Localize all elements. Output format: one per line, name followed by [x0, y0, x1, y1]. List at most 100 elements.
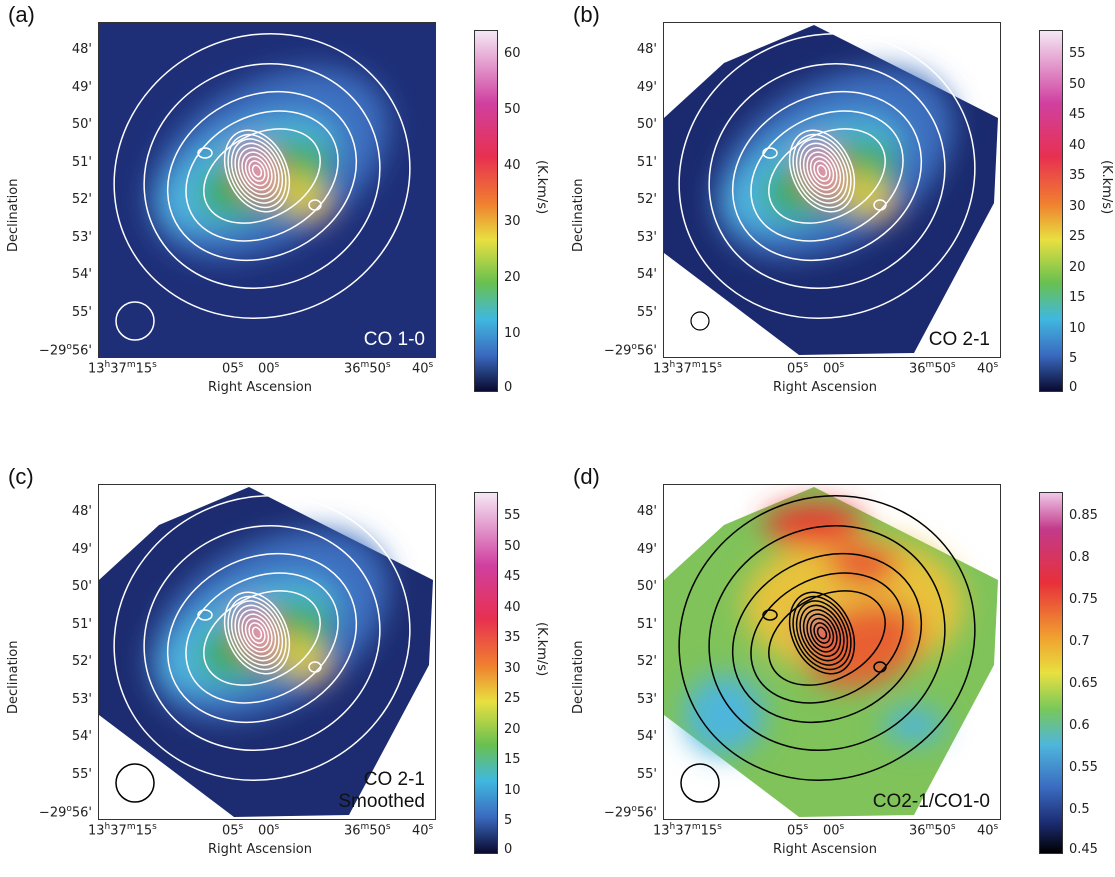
contour-line [799, 604, 845, 662]
contour-line [197, 147, 213, 159]
y-axis-label: Declination [6, 640, 21, 715]
ratio-blob [805, 602, 923, 688]
colorbar [1039, 492, 1063, 854]
colorbar-tick-label: 35 [504, 630, 521, 646]
contour-line [143, 62, 381, 290]
dec-tick-label: 49' [636, 541, 657, 557]
dec-tick-label: 55' [71, 766, 92, 782]
colorbar-tick-label: 20 [1069, 259, 1086, 275]
ra-tick-label: 13h37m15s [88, 360, 157, 377]
contour-line [308, 199, 322, 211]
contour-line [873, 661, 887, 673]
contour-line [241, 151, 273, 191]
colorbar-tick-label: 5 [1069, 351, 1078, 367]
contour-line [678, 494, 976, 782]
contour-line [241, 613, 273, 653]
colorbar [474, 30, 498, 392]
emission-blobs [684, 503, 964, 755]
colorbar-tick-label: 20 [504, 721, 521, 737]
colorbar-tick-label: 0 [504, 380, 513, 395]
dec-tick-label: 52' [71, 654, 92, 669]
dec-tick-label: 48' [71, 42, 92, 57]
ra-tick-label: 00s [823, 822, 845, 839]
contour-line [223, 591, 291, 675]
map-image [664, 23, 1000, 357]
ra-tick-label: 36m50s [909, 822, 956, 839]
contour-line [799, 142, 845, 200]
dec-tick-label: 48' [636, 42, 657, 57]
contour-line [143, 524, 381, 752]
contour-line [251, 164, 263, 178]
contour-overlay [678, 32, 976, 320]
contour-line [792, 595, 852, 671]
dec-tick-label: 54' [636, 729, 657, 744]
ra-tick-label: 00s [258, 360, 280, 377]
contour-line [813, 160, 831, 182]
contour-overlay [678, 494, 976, 782]
y-axis-label: Declination [571, 640, 586, 715]
colorbar-tick-label: 50 [504, 102, 521, 117]
dec-tick-label: −29o56' [603, 342, 657, 359]
ra-tick-label: 13h37m15s [653, 822, 722, 839]
panel-a: (a) CO 1-0 48' 49' 50' 51' 52' 53' 54' 55' −29o56'… [0, 0, 550, 415]
colorbar-tick-label: 0.85 [1069, 508, 1098, 523]
ra-tick-label: 00s [823, 360, 845, 377]
dec-tick-label: 51' [71, 616, 92, 632]
colorbar-tick-label: 0.7 [1069, 634, 1090, 649]
colorbar-tick-label: 15 [504, 752, 521, 768]
contour-line [234, 604, 280, 662]
contour-overlay [113, 32, 411, 320]
colorbar [1039, 30, 1063, 392]
panel-c: (c) CO 2-1 Smoothed 48' 49' 50' 51' 52' 53' 54' 55… [0, 462, 550, 877]
intensity-map: CO2-1/CO1-0 [663, 484, 1001, 820]
beam-circle [115, 301, 155, 341]
dec-tick-label: 55' [636, 766, 657, 782]
x-axis-label: Right Ascension [773, 380, 877, 395]
ra-tick-label: 13h37m15s [88, 822, 157, 839]
dec-tick-label: −29o56' [38, 804, 92, 821]
contour-line [113, 32, 411, 320]
contour-line [244, 155, 270, 187]
contour-line [731, 90, 923, 262]
intensity-map: CO 1-0 [98, 22, 436, 358]
ra-tick-label: 40s [412, 822, 434, 839]
contour-line [816, 164, 828, 178]
contour-line [308, 661, 322, 673]
dec-tick-label: 54' [636, 267, 657, 282]
contour-line [248, 622, 266, 644]
contour-line [166, 552, 358, 724]
contour-line [795, 600, 849, 666]
colorbar-tick-label: 0.8 [1069, 550, 1090, 565]
colorbar-tick-label: 25 [1069, 229, 1086, 245]
colorbar-tick-label: 45 [1069, 107, 1086, 123]
contour-line [185, 572, 339, 704]
contour-line [762, 609, 778, 621]
colorbar-tick-label: 0.55 [1069, 760, 1098, 775]
dec-tick-label: 51' [71, 154, 92, 170]
contour-line [203, 128, 321, 224]
dec-tick-label: 52' [636, 192, 657, 207]
contour-line [251, 626, 263, 640]
intensity-map: CO 2-1 [663, 22, 1001, 358]
ra-tick-label: 05s [222, 822, 244, 839]
map-label: CO2-1/CO1-0 [873, 791, 990, 813]
colorbar-tick-label: 0.5 [1069, 802, 1090, 817]
contour-line [873, 199, 887, 211]
x-axis-label: Right Ascension [208, 380, 312, 395]
dec-tick-label: −29o56' [38, 342, 92, 359]
contour-line [816, 626, 828, 640]
contour-line [230, 600, 284, 666]
ra-tick-label: 36m50s [344, 822, 391, 839]
contour-line [813, 622, 831, 644]
dec-tick-label: 50' [71, 117, 92, 132]
ra-tick-label: 05s [222, 360, 244, 377]
colorbar-tick-label: 0 [1069, 380, 1078, 395]
dec-tick-label: 48' [636, 504, 657, 519]
map-label-line: CO 2-1 [363, 769, 425, 790]
contour-line [203, 590, 321, 686]
dec-tick-label: 48' [71, 504, 92, 519]
contour-line [230, 138, 284, 204]
panel-label: (d) [573, 464, 600, 489]
colorbar-tick-label: 55 [1069, 46, 1086, 61]
contour-line [792, 133, 852, 209]
